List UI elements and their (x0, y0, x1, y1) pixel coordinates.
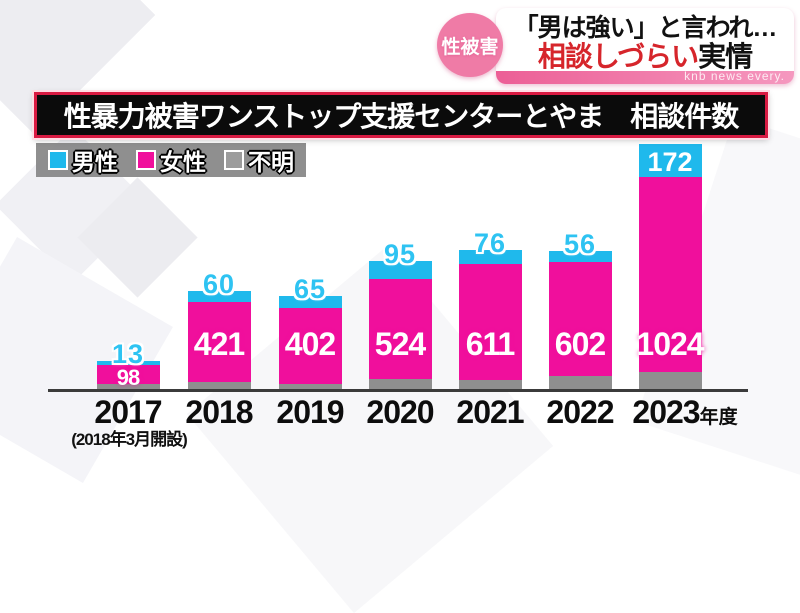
chart-title-bar: 性暴力被害ワンストップ支援センターとやま 相談件数 (34, 92, 768, 138)
female-count-label: 524 (374, 326, 426, 362)
male-count-label: 76 (473, 228, 507, 258)
bar-2020 (368, 261, 432, 389)
legend-item-unknown: 不明 (224, 143, 294, 177)
male-count-label: 56 (563, 229, 597, 259)
unknown-color-swatch (224, 150, 244, 170)
topic-badge-label: 性被害 (441, 36, 499, 58)
female-color-swatch (136, 150, 156, 170)
female-count-label: 402 (284, 326, 336, 362)
station-watermark: knb news every. (684, 69, 785, 83)
year-suffix: 年度 (699, 407, 738, 428)
legend-label-male: 男性 (72, 149, 118, 175)
legend-label-female: 女性 (160, 149, 206, 175)
bar-segment-unknown (458, 380, 522, 389)
headline-box: 「男は強い」と言われ… 相談しづらい実情 knb news every. (496, 8, 794, 84)
year-label-2023: 2023年度 (632, 394, 738, 430)
headline-line2: 相談しづらい実情 (496, 42, 794, 72)
headline-pink-strip: knb news every. (496, 69, 794, 84)
chart-title: 性暴力被害ワンストップ支援センターとやま 相談件数 (63, 101, 739, 132)
male-count-label: 60 (202, 269, 236, 299)
male-count-label: 172 (647, 147, 693, 177)
bar-segment-female (548, 262, 612, 376)
legend-item-female: 女性 (136, 143, 206, 177)
topic-badge: 性被害 (437, 13, 503, 77)
female-count-label: 98 (116, 364, 140, 390)
legend-label-unknown: 不明 (248, 149, 294, 175)
headline-black-text: 実情 (698, 41, 753, 72)
bar-segment-unknown (187, 382, 251, 389)
headline-red-text: 相談しづらい (537, 41, 699, 72)
bar-segment-unknown (368, 379, 432, 389)
bar-segment-unknown (638, 372, 702, 389)
female-count-label: 611 (465, 326, 516, 362)
female-count-label: 421 (193, 326, 245, 362)
headline-line1: 「男は強い」と言われ… (513, 14, 778, 42)
legend-item-male: 男性 (48, 143, 118, 177)
female-count-label: 602 (554, 326, 606, 362)
bar-segment-unknown (278, 384, 342, 389)
male-color-swatch (48, 150, 68, 170)
bar-segment-unknown (548, 376, 612, 389)
male-count-label: 65 (293, 274, 327, 304)
legend: 男性 女性 不明 (36, 143, 306, 177)
bar-segment-male (548, 251, 612, 262)
female-count-label: 1024 (636, 326, 704, 362)
bar-2021 (458, 250, 522, 389)
bar-2022 (548, 251, 612, 389)
male-count-label: 95 (383, 239, 417, 269)
year-label-2022: 2022 (546, 394, 614, 430)
